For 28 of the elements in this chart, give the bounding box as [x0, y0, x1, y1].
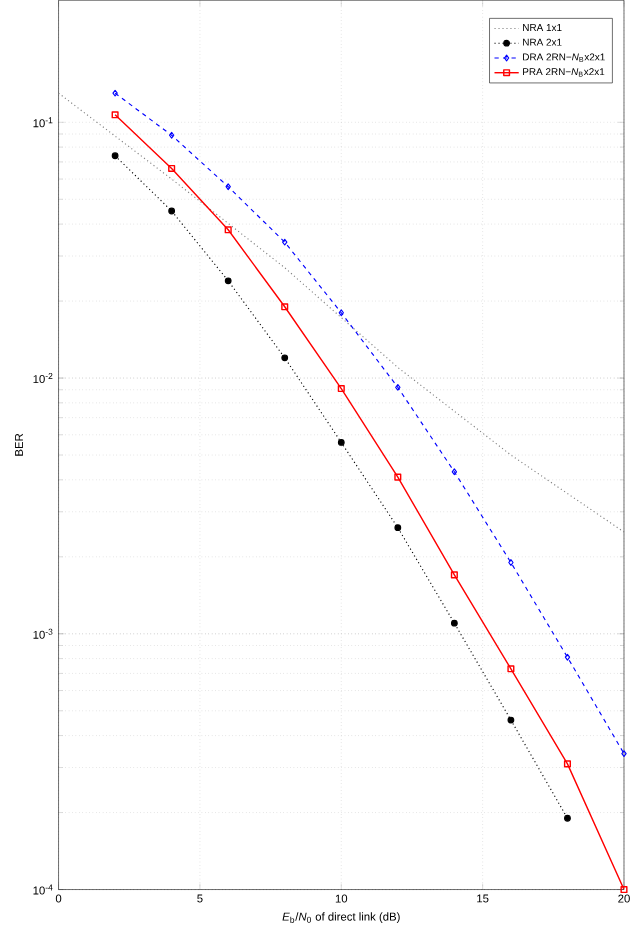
point [395, 383, 401, 391]
point [621, 750, 628, 758]
point [451, 571, 459, 579]
point [338, 439, 346, 446]
point [394, 473, 402, 481]
point [168, 207, 176, 215]
point [451, 619, 459, 627]
point [508, 559, 515, 566]
point [281, 303, 289, 311]
point [564, 814, 572, 822]
line-series [59, 92, 625, 533]
point [339, 309, 345, 317]
point [225, 226, 233, 234]
point [507, 716, 515, 724]
point [281, 354, 289, 362]
point [507, 665, 515, 673]
point [225, 277, 233, 285]
point [452, 468, 458, 476]
point [564, 760, 572, 768]
point [112, 152, 119, 160]
point [225, 183, 232, 191]
point [394, 524, 402, 532]
point [338, 384, 346, 393]
point [282, 238, 288, 246]
point [168, 164, 176, 173]
point [169, 131, 175, 139]
point [112, 89, 119, 97]
point [565, 653, 571, 661]
